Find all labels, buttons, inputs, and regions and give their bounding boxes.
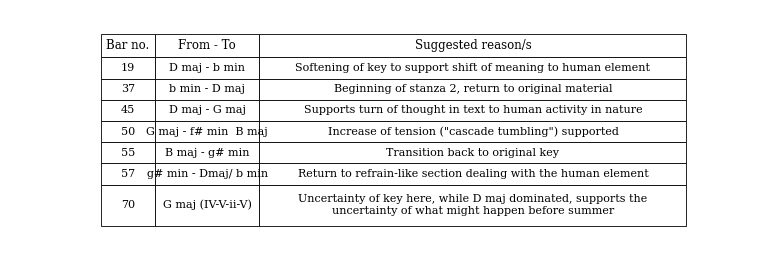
Bar: [101, 185, 155, 226]
Text: b min - D maj: b min - D maj: [170, 84, 245, 94]
Bar: [155, 121, 260, 142]
Text: Return to refrain-like section dealing with the human element: Return to refrain-like section dealing w…: [297, 169, 648, 179]
Bar: [101, 142, 155, 163]
Bar: [260, 185, 687, 226]
Text: From - To: From - To: [178, 39, 237, 52]
Text: Suggested reason/s: Suggested reason/s: [415, 39, 531, 52]
Text: G maj (IV-V-ii-V): G maj (IV-V-ii-V): [163, 200, 252, 210]
Bar: [260, 121, 687, 142]
Bar: [155, 100, 260, 121]
Bar: [155, 163, 260, 185]
Text: G maj - f# min  B maj: G maj - f# min B maj: [147, 126, 268, 136]
Text: Uncertainty of key here, while D maj dominated, supports the
uncertainty of what: Uncertainty of key here, while D maj dom…: [298, 194, 647, 216]
Text: Supports turn of thought in text to human activity in nature: Supports turn of thought in text to huma…: [303, 105, 642, 115]
Bar: [260, 100, 687, 121]
Text: g# min - Dmaj/ b min: g# min - Dmaj/ b min: [147, 169, 268, 179]
Text: Bar no.: Bar no.: [107, 39, 150, 52]
Bar: [155, 142, 260, 163]
Bar: [155, 34, 260, 57]
Bar: [260, 34, 687, 57]
Bar: [155, 79, 260, 100]
Text: D maj - b min: D maj - b min: [170, 63, 245, 73]
Bar: [101, 79, 155, 100]
Text: B maj - g# min: B maj - g# min: [165, 148, 250, 158]
Text: 55: 55: [121, 148, 135, 158]
Bar: [260, 79, 687, 100]
Bar: [101, 121, 155, 142]
Bar: [260, 57, 687, 79]
Text: D maj - G maj: D maj - G maj: [169, 105, 246, 115]
Bar: [101, 34, 155, 57]
Text: 57: 57: [121, 169, 135, 179]
Text: 50: 50: [121, 126, 135, 136]
Bar: [155, 185, 260, 226]
Text: 70: 70: [121, 200, 135, 210]
Text: 45: 45: [121, 105, 135, 115]
Text: 19: 19: [121, 63, 135, 73]
Bar: [101, 163, 155, 185]
Bar: [155, 57, 260, 79]
Text: 37: 37: [121, 84, 135, 94]
Bar: [260, 142, 687, 163]
Text: Softening of key to support shift of meaning to human element: Softening of key to support shift of mea…: [296, 63, 650, 73]
Bar: [101, 57, 155, 79]
Text: Beginning of stanza 2, return to original material: Beginning of stanza 2, return to origina…: [334, 84, 612, 94]
Text: Increase of tension ("cascade tumbling") supported: Increase of tension ("cascade tumbling")…: [327, 126, 618, 137]
Bar: [101, 100, 155, 121]
Text: Transition back to original key: Transition back to original key: [386, 148, 559, 158]
Bar: [260, 163, 687, 185]
